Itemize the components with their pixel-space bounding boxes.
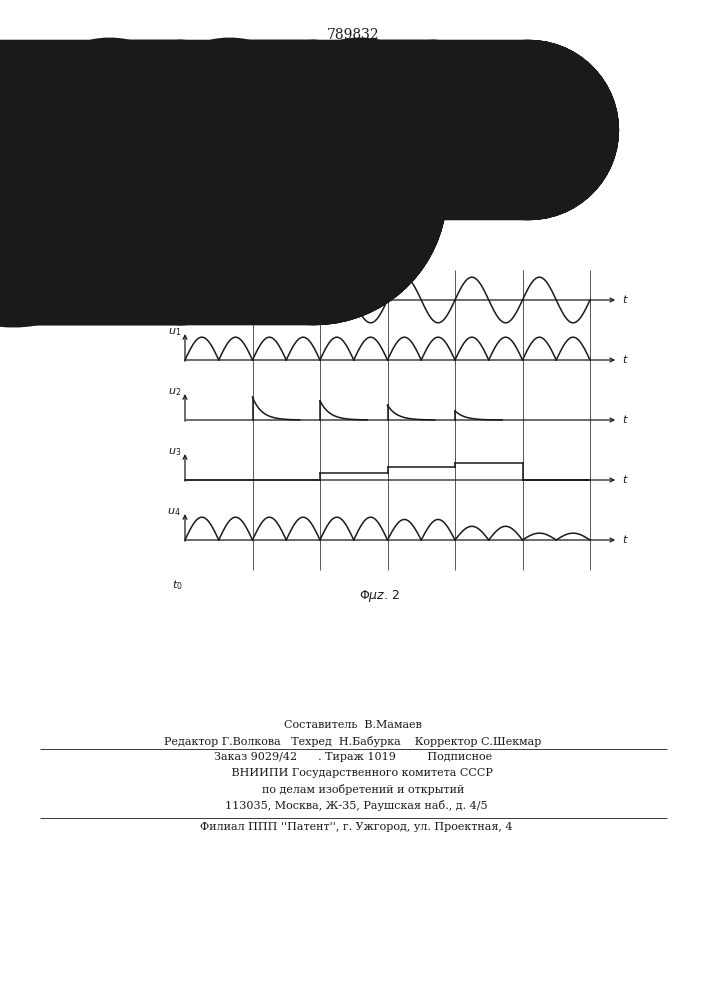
Bar <box>316 110 384 150</box>
Text: $u_e$: $u_e$ <box>282 174 296 186</box>
Text: 3: 3 <box>450 123 460 137</box>
Text: 6: 6 <box>346 185 354 199</box>
Text: $u_4$: $u_4$ <box>168 506 181 518</box>
Text: 1: 1 <box>223 123 233 137</box>
Text: Составитель  В.Мамаев: Составитель В.Мамаев <box>284 720 422 730</box>
Text: $u_1$: $u_1$ <box>282 112 296 124</box>
Text: по делам изобретений и открытий: по делам изобретений и открытий <box>241 784 464 795</box>
Bar <box>316 172 384 212</box>
Text: $\tau_x$: $\tau_x$ <box>212 305 225 317</box>
Text: $u_4$: $u_4$ <box>403 136 417 148</box>
Text: 5: 5 <box>223 185 233 199</box>
Bar <box>194 172 262 212</box>
Text: $\Phi\mu z.\,1$: $\Phi\mu z.\,1$ <box>309 238 351 254</box>
Text: t: t <box>622 295 626 305</box>
Text: t: t <box>622 475 626 485</box>
Text: t: t <box>622 415 626 425</box>
Bar <box>486 110 524 150</box>
Text: $u_3$: $u_3$ <box>359 155 373 167</box>
Text: Филиал ППП ''Патент'', г. Ужгород, ул. Проектная, 4: Филиал ППП ''Патент'', г. Ужгород, ул. П… <box>193 822 513 832</box>
Text: $u_2$: $u_2$ <box>168 386 181 398</box>
Text: t: t <box>622 355 626 365</box>
Text: $\varnothing$: $\varnothing$ <box>148 124 160 138</box>
Text: $u_{\text{вых}}$: $u_{\text{вых}}$ <box>572 117 596 129</box>
Bar <box>436 110 474 150</box>
Text: 4: 4 <box>501 123 510 137</box>
Text: $u_x$: $u_x$ <box>148 110 162 122</box>
Text: $u_3$: $u_3$ <box>168 446 181 458</box>
Bar <box>194 110 262 150</box>
Text: $u_1$: $u_1$ <box>168 326 181 338</box>
Text: 789832: 789832 <box>327 28 380 42</box>
Text: $\Phi\mu z.\,2$: $\Phi\mu z.\,2$ <box>359 588 401 604</box>
Text: 2: 2 <box>346 123 354 137</box>
Text: 113035, Москва, Ж-35, Раушская наб., д. 4/5: 113035, Москва, Ж-35, Раушская наб., д. … <box>218 800 488 811</box>
Text: t: t <box>622 535 626 545</box>
Text: Редактор Г.Волкова   Техред  Н.Бабурка    Корректор С.Шекмар: Редактор Г.Волкова Техред Н.Бабурка Корр… <box>164 736 542 747</box>
Text: Заказ 9029/42      . Тираж 1019         Подписное: Заказ 9029/42 . Тираж 1019 Подписное <box>214 752 492 762</box>
Text: $u_{\text{вх}}(t)$: $u_{\text{вх}}(t)$ <box>151 265 181 279</box>
Text: $t_0$: $t_0$ <box>173 578 183 592</box>
Text: ВНИИПИ Государственного комитета СССР: ВНИИПИ Государственного комитета СССР <box>214 768 493 778</box>
